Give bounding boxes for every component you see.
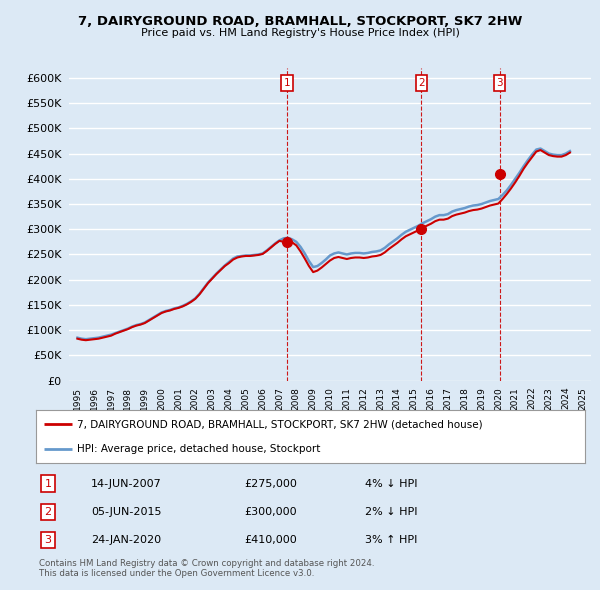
Text: 7, DAIRYGROUND ROAD, BRAMHALL, STOCKPORT, SK7 2HW (detached house): 7, DAIRYGROUND ROAD, BRAMHALL, STOCKPORT…: [77, 419, 483, 430]
Text: 14-JUN-2007: 14-JUN-2007: [91, 478, 161, 489]
Text: 2% ↓ HPI: 2% ↓ HPI: [365, 507, 418, 517]
Text: 05-JUN-2015: 05-JUN-2015: [91, 507, 161, 517]
Text: £275,000: £275,000: [245, 478, 298, 489]
Text: 3% ↑ HPI: 3% ↑ HPI: [365, 535, 418, 545]
Text: 2: 2: [44, 507, 52, 517]
Text: 2: 2: [418, 78, 425, 88]
Text: This data is licensed under the Open Government Licence v3.0.: This data is licensed under the Open Gov…: [39, 569, 314, 578]
Text: Contains HM Land Registry data © Crown copyright and database right 2024.: Contains HM Land Registry data © Crown c…: [39, 559, 374, 568]
Text: 3: 3: [44, 535, 52, 545]
Text: Price paid vs. HM Land Registry's House Price Index (HPI): Price paid vs. HM Land Registry's House …: [140, 28, 460, 38]
Text: 3: 3: [496, 78, 503, 88]
Text: 1: 1: [284, 78, 290, 88]
Text: £410,000: £410,000: [245, 535, 298, 545]
Text: 7, DAIRYGROUND ROAD, BRAMHALL, STOCKPORT, SK7 2HW: 7, DAIRYGROUND ROAD, BRAMHALL, STOCKPORT…: [78, 15, 522, 28]
Text: 24-JAN-2020: 24-JAN-2020: [91, 535, 161, 545]
Text: 4% ↓ HPI: 4% ↓ HPI: [365, 478, 418, 489]
Text: HPI: Average price, detached house, Stockport: HPI: Average price, detached house, Stoc…: [77, 444, 320, 454]
Text: 1: 1: [44, 478, 52, 489]
Text: £300,000: £300,000: [245, 507, 297, 517]
